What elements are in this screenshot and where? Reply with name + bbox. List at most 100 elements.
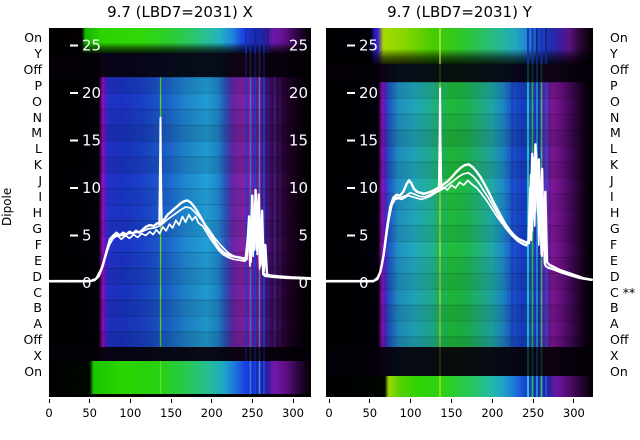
row-band-shade bbox=[326, 225, 593, 241]
row-label-right: C ** bbox=[610, 284, 636, 300]
x-tick-label: 300 bbox=[562, 406, 585, 420]
vertical-feature-line bbox=[536, 376, 538, 397]
vertical-feature-line bbox=[258, 28, 261, 53]
vertical-feature-line bbox=[439, 347, 441, 376]
y-tick-label-right: 10 bbox=[289, 179, 308, 197]
vertical-feature-line bbox=[527, 82, 529, 347]
row-band-edge bbox=[326, 82, 593, 83]
y-tick-label-right: 20 bbox=[289, 84, 308, 102]
heatmap-plot-x: 25 25 20 20 15 15 10 10 5 5 0 0 bbox=[49, 28, 311, 397]
row-band-edge bbox=[49, 236, 311, 237]
y-tick-label-right: 25 bbox=[289, 37, 308, 55]
vertical-feature-line bbox=[267, 28, 269, 53]
row-band-shade bbox=[326, 304, 593, 321]
y-tick-mark-left bbox=[347, 187, 355, 189]
vertical-feature-line bbox=[527, 64, 529, 82]
row-band-edge bbox=[49, 77, 311, 78]
x-tick-mark bbox=[573, 399, 575, 403]
y-tick-mark-left bbox=[70, 234, 78, 237]
row-label-left: I bbox=[38, 189, 42, 204]
x-tick-label: 150 bbox=[440, 406, 463, 420]
row-band-shade bbox=[49, 124, 311, 141]
vertical-feature-line bbox=[253, 28, 257, 53]
trace-group bbox=[49, 116, 311, 283]
vertical-feature-line bbox=[545, 28, 547, 64]
row-label-left: E bbox=[34, 252, 42, 268]
row-band-edge bbox=[326, 225, 593, 227]
row-label-right: I bbox=[610, 189, 614, 204]
row-band-shade bbox=[49, 252, 311, 268]
vertical-feature-line bbox=[439, 376, 441, 397]
y-tick-label-left: 10 bbox=[82, 179, 101, 197]
row-band-edge bbox=[326, 97, 593, 99]
white-trace-1 bbox=[49, 188, 311, 283]
row-band-edge bbox=[49, 331, 311, 333]
vertical-feature-line bbox=[527, 28, 529, 64]
vertical-feature-line bbox=[540, 64, 543, 82]
row-label-right: P bbox=[610, 77, 618, 93]
row-label-right: Off bbox=[610, 61, 629, 77]
row-label-left: C bbox=[33, 284, 42, 300]
vertical-feature-line bbox=[536, 64, 538, 82]
x-tick-mark bbox=[369, 399, 371, 403]
row-label-left: L bbox=[35, 141, 42, 157]
x-tick-label: 100 bbox=[119, 406, 142, 420]
vertical-feature-line bbox=[536, 82, 538, 347]
row-label-right: Y bbox=[610, 45, 618, 61]
row-band-edge bbox=[49, 252, 311, 253]
x-tick-label: 150 bbox=[160, 406, 182, 420]
y-tick-label-right: 15 bbox=[289, 132, 308, 150]
vertical-feature-line bbox=[531, 28, 534, 64]
vertical-feature-line bbox=[263, 347, 265, 361]
white-spike bbox=[158, 116, 163, 225]
vertical-feature-line bbox=[531, 64, 534, 82]
row-band-edge bbox=[49, 188, 311, 190]
y-tick-label-left: 5 bbox=[359, 227, 369, 245]
row-label-left: Off bbox=[23, 61, 42, 77]
y-tick-mark-left bbox=[70, 139, 78, 142]
vertical-feature-line bbox=[263, 28, 265, 53]
vertical-feature-line bbox=[263, 361, 265, 394]
vertical-feature-line bbox=[245, 77, 247, 347]
row-band-shade bbox=[326, 336, 593, 347]
heatmap-band-top-fade bbox=[326, 28, 593, 64]
x-tick-label: 100 bbox=[399, 406, 422, 420]
row-label-left: J bbox=[38, 173, 42, 189]
row-band-shade bbox=[49, 108, 311, 125]
row-label-left: M bbox=[31, 125, 42, 141]
y-tick-label-left: 15 bbox=[359, 132, 378, 150]
row-label-right: J bbox=[610, 173, 614, 189]
row-label-right: Off bbox=[610, 332, 629, 348]
vertical-feature-line bbox=[536, 347, 538, 376]
heatmap-gap-lower-texture bbox=[49, 347, 311, 361]
x-tick-label: 250 bbox=[241, 406, 264, 420]
row-band-edge bbox=[49, 108, 311, 110]
vertical-feature-line bbox=[267, 77, 269, 347]
heatmap-band-bottom bbox=[326, 376, 593, 397]
vertical-feature-line bbox=[263, 77, 265, 347]
row-band-shade bbox=[326, 209, 593, 225]
y-tick-label-left: 15 bbox=[82, 132, 101, 150]
row-band-shade bbox=[49, 315, 311, 332]
row-band-edge bbox=[49, 172, 311, 174]
y-tick-label-left: 20 bbox=[359, 84, 378, 102]
row-band-shade bbox=[326, 320, 593, 337]
heatmap-plot-y: 25 20 15 10 5 0 bbox=[326, 28, 593, 397]
vertical-feature-line bbox=[258, 361, 261, 394]
vertical-feature-line bbox=[253, 53, 257, 77]
vertical-feature-line bbox=[249, 28, 252, 53]
vertical-feature-line bbox=[549, 376, 551, 397]
vertical-feature-line bbox=[253, 361, 257, 394]
y-tick-mark-left bbox=[70, 187, 78, 189]
x-tick-label: 0 bbox=[325, 406, 333, 420]
white-trace-3 bbox=[326, 151, 593, 283]
heatmap-gap-lower-texture bbox=[326, 347, 593, 376]
x-tick-label: 250 bbox=[522, 406, 545, 420]
y-tick-mark-left bbox=[347, 234, 355, 237]
plot-title-y: 9.7 (LBD7=2031) Y bbox=[387, 3, 532, 21]
white-trace-3 bbox=[49, 196, 311, 283]
row-band-edge bbox=[49, 124, 311, 126]
row-label-left: On bbox=[24, 364, 42, 379]
row-band-edge bbox=[326, 288, 593, 290]
